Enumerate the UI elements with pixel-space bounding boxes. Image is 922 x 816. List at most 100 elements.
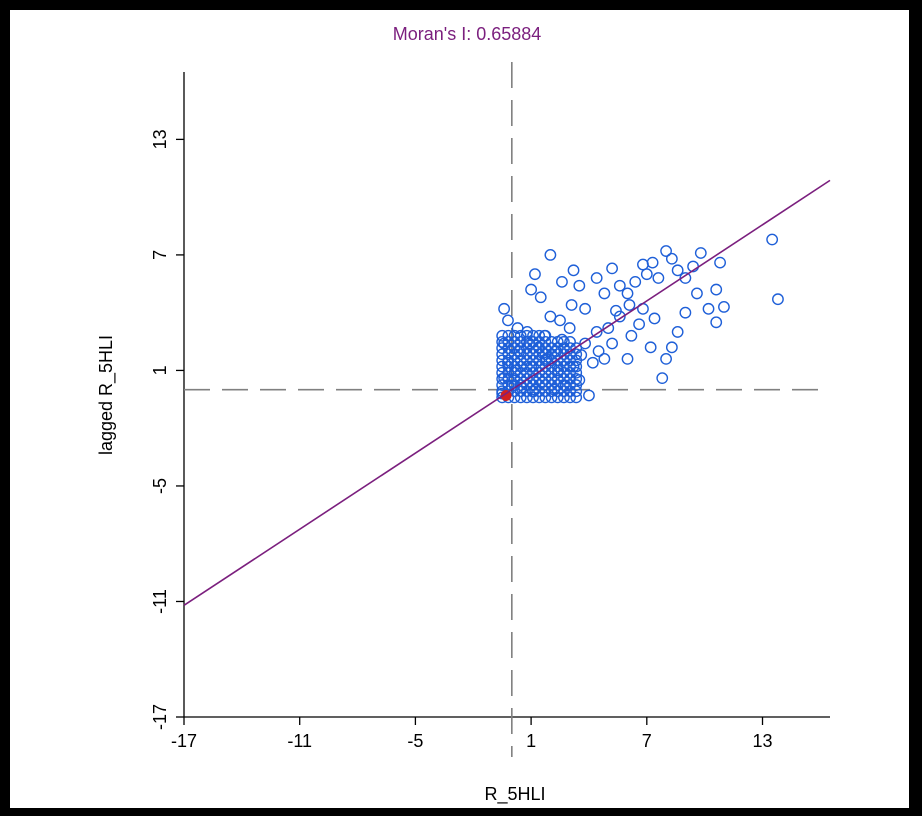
data-point bbox=[714, 256, 726, 269]
data-point bbox=[557, 336, 570, 348]
data-point bbox=[554, 314, 566, 327]
data-point bbox=[564, 391, 576, 404]
y-tick-label: -17 bbox=[150, 704, 170, 730]
data-point bbox=[652, 272, 665, 284]
x-tick-label: -5 bbox=[407, 731, 423, 751]
reference-lines bbox=[184, 62, 830, 757]
data-point bbox=[702, 302, 715, 315]
data-point bbox=[586, 356, 599, 369]
data-point bbox=[570, 391, 583, 404]
data-point bbox=[502, 348, 515, 361]
data-point bbox=[525, 283, 538, 296]
data-point bbox=[557, 348, 570, 361]
data-point bbox=[539, 373, 552, 385]
data-point bbox=[633, 318, 645, 331]
data-point bbox=[496, 336, 509, 348]
data-point bbox=[691, 287, 703, 300]
data-point bbox=[502, 314, 514, 327]
data-point bbox=[556, 333, 568, 346]
data-point bbox=[498, 302, 511, 315]
data-point bbox=[602, 322, 615, 334]
data-point bbox=[508, 329, 521, 342]
data-point bbox=[509, 364, 522, 377]
data-point bbox=[496, 354, 509, 367]
data-point bbox=[623, 299, 636, 311]
data-point bbox=[557, 342, 570, 354]
data-point bbox=[550, 345, 563, 358]
data-point bbox=[660, 245, 672, 257]
data-point bbox=[551, 360, 564, 373]
data-point bbox=[544, 249, 557, 261]
data-point bbox=[544, 310, 557, 323]
data-point bbox=[539, 360, 552, 373]
data-point bbox=[567, 360, 580, 373]
data-point bbox=[590, 272, 603, 284]
data-point bbox=[766, 233, 779, 246]
data-point bbox=[557, 360, 570, 373]
data-point bbox=[567, 264, 580, 277]
x-tick-label: 13 bbox=[752, 731, 772, 751]
data-point bbox=[523, 337, 536, 350]
y-tick-label: 1 bbox=[150, 365, 170, 375]
data-point bbox=[538, 329, 551, 342]
data-points bbox=[496, 233, 784, 404]
data-point bbox=[556, 275, 568, 288]
selected-point bbox=[500, 389, 512, 401]
data-point bbox=[557, 366, 570, 379]
moran-scatterplot[interactable]: Moran's I: 0.65884 R_5HLI lagged R_5HLI … bbox=[10, 10, 909, 808]
data-point bbox=[564, 336, 576, 348]
data-point bbox=[545, 391, 558, 404]
data-point bbox=[514, 336, 527, 348]
data-point bbox=[564, 379, 576, 391]
data-point bbox=[579, 337, 591, 350]
regression bbox=[183, 179, 831, 607]
x-axis-title: R_5HLI bbox=[484, 784, 545, 805]
data-point bbox=[665, 341, 678, 354]
data-point bbox=[502, 373, 515, 385]
data-point bbox=[592, 345, 605, 358]
y-tick-label: 13 bbox=[150, 129, 170, 149]
data-point bbox=[502, 356, 514, 369]
data-point bbox=[529, 383, 541, 396]
data-point bbox=[573, 279, 586, 292]
data-point bbox=[517, 376, 530, 388]
data-point bbox=[565, 299, 578, 311]
data-point bbox=[694, 247, 707, 259]
data-point bbox=[533, 373, 546, 385]
data-point bbox=[656, 372, 669, 385]
data-point bbox=[772, 293, 784, 306]
data-point bbox=[514, 329, 527, 342]
data-point bbox=[548, 383, 561, 396]
y-tick-label: 7 bbox=[150, 250, 170, 260]
data-point bbox=[527, 385, 539, 398]
data-point bbox=[621, 352, 634, 365]
data-point bbox=[551, 373, 564, 385]
data-point bbox=[610, 304, 622, 317]
data-point bbox=[613, 279, 626, 292]
chart-frame: Moran's I: 0.65884 R_5HLI lagged R_5HLI … bbox=[8, 8, 911, 810]
data-point bbox=[540, 352, 553, 365]
data-point bbox=[564, 354, 576, 367]
regression-line bbox=[183, 179, 831, 607]
x-tick-label: -11 bbox=[287, 731, 312, 751]
data-point bbox=[520, 354, 533, 367]
data-point bbox=[671, 326, 684, 338]
data-point bbox=[496, 360, 509, 373]
data-point bbox=[496, 366, 509, 379]
data-point bbox=[536, 347, 549, 360]
data-point bbox=[621, 287, 634, 300]
data-point bbox=[613, 310, 626, 323]
data-point bbox=[564, 360, 576, 373]
data-point bbox=[648, 312, 661, 325]
data-point bbox=[498, 337, 511, 350]
data-point bbox=[710, 283, 723, 296]
y-axis-title: lagged R_5HLI bbox=[96, 335, 117, 455]
data-point bbox=[536, 376, 549, 388]
y-tick-label: -5 bbox=[150, 478, 170, 494]
data-point bbox=[527, 391, 539, 404]
data-point bbox=[539, 354, 552, 367]
data-point bbox=[557, 391, 570, 404]
data-point bbox=[525, 360, 538, 373]
data-point bbox=[629, 275, 642, 288]
data-point bbox=[570, 385, 583, 398]
